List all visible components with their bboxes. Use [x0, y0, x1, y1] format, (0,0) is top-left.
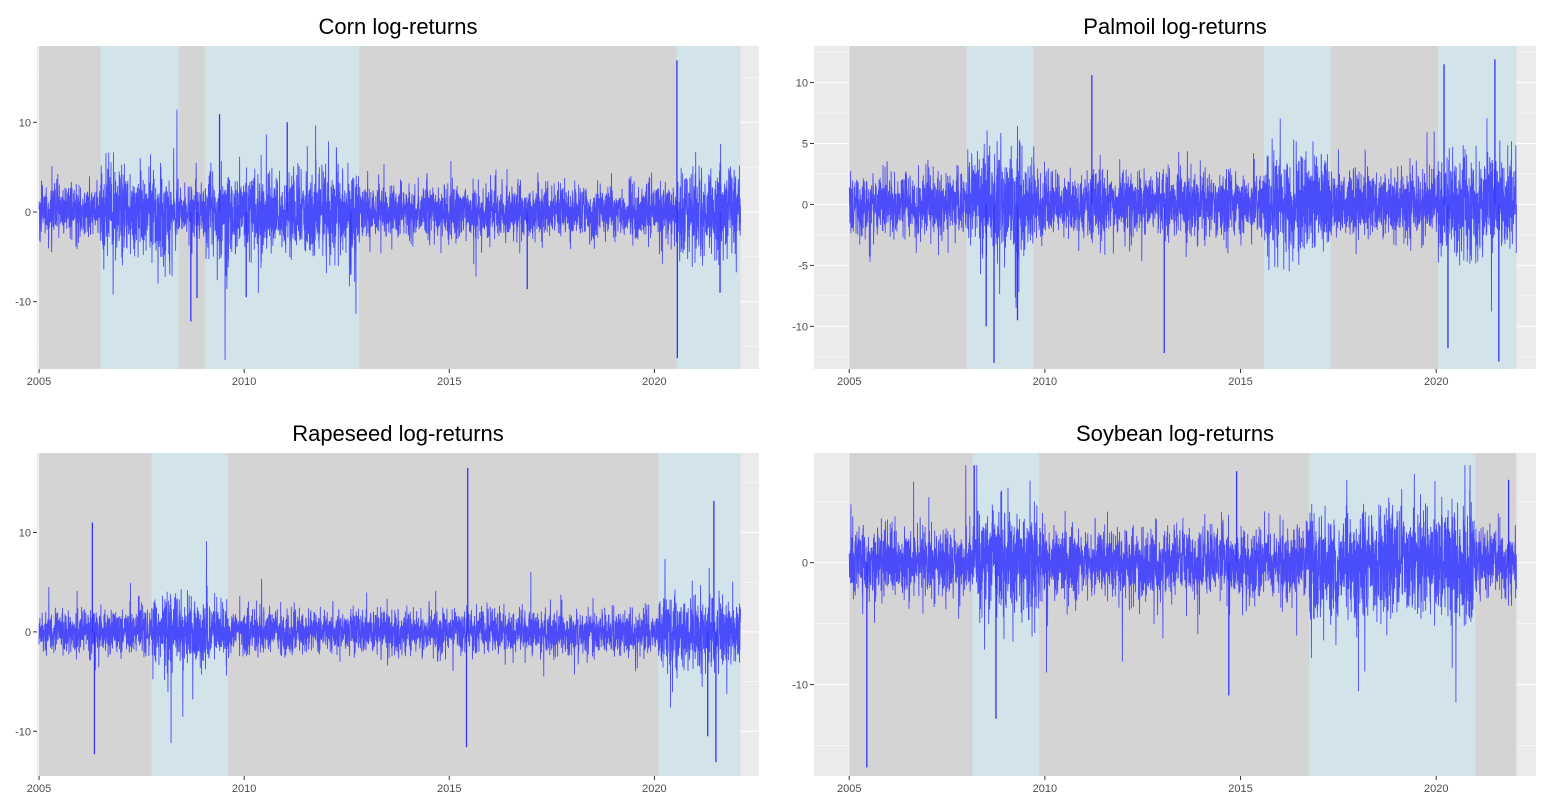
chart-title: Rapeseed log-returns	[292, 421, 504, 446]
axes: 2005 2010 2015 2020 -10 0 10	[15, 528, 667, 795]
regime-shading	[849, 453, 1517, 776]
series-line	[848, 465, 1517, 703]
y-tick-label: -10	[792, 680, 808, 692]
y-tick-label: -5	[798, 260, 808, 272]
y-tick-label: -10	[792, 321, 808, 333]
y-tick-label: -10	[15, 297, 31, 309]
x-tick-label: 2020	[1424, 783, 1448, 795]
soybean-chart: Soybean log-returns 2005 2010 2015 2020 -10 0	[792, 421, 1536, 795]
y-tick-label: 10	[19, 528, 31, 540]
corn-panel: Corn log-returns 2005 2010 2015 2020 -10 0 10	[0, 0, 777, 404]
y-tick-label: 0	[802, 199, 808, 211]
axes: 2005 2010 2015 2020 -10 -5 0 5 10	[792, 78, 1448, 388]
chart-title: Corn log-returns	[319, 14, 478, 39]
palmoil-chart: Palmoil log-returns 2005 2010 2015 2020 -10 -5…	[792, 14, 1536, 388]
rapeseed-chart: Rapeseed log-returns 2005 2010 2015 2020 -10 0…	[15, 421, 759, 795]
y-tick-label: 0	[25, 627, 31, 639]
regime-band-low	[849, 453, 973, 776]
y-tick-label: 10	[19, 117, 31, 129]
chart-title: Soybean log-returns	[1076, 421, 1274, 446]
y-tick-label: 10	[796, 78, 808, 90]
regime-band-high	[1309, 453, 1476, 776]
regime-band-high	[658, 453, 741, 776]
x-tick-label: 2015	[1228, 783, 1252, 795]
x-tick-label: 2010	[232, 783, 256, 795]
y-tick-label: -10	[15, 726, 31, 738]
y-tick-label: 5	[802, 139, 808, 151]
x-tick-label: 2020	[642, 783, 666, 795]
x-tick-label: 2005	[27, 783, 51, 795]
regime-band-low	[1475, 453, 1517, 776]
x-tick-label: 2005	[837, 376, 861, 388]
x-tick-label: 2005	[837, 783, 861, 795]
series-line	[38, 109, 741, 361]
rapeseed-panel: Rapeseed log-returns 2005 2010 2015 2020 -10 0…	[0, 405, 777, 809]
x-tick-label: 2020	[1424, 376, 1448, 388]
x-tick-label: 2010	[1033, 783, 1057, 795]
x-tick-label: 2010	[232, 376, 256, 388]
regime-band-low	[1039, 453, 1310, 776]
series-line	[848, 118, 1517, 312]
x-tick-label: 2005	[27, 376, 51, 388]
x-tick-label: 2020	[642, 376, 666, 388]
x-tick-label: 2015	[1228, 376, 1252, 388]
x-tick-label: 2015	[437, 376, 461, 388]
y-tick-label: 0	[802, 558, 808, 570]
soybean-panel: Soybean log-returns 2005 2010 2015 2020 -10 0	[777, 405, 1554, 809]
palmoil-panel: Palmoil log-returns 2005 2010 2015 2020 -10 -5…	[777, 0, 1554, 404]
x-tick-label: 2015	[437, 783, 461, 795]
axes: 2005 2010 2015 2020 -10 0	[792, 558, 1448, 795]
regime-band-high	[972, 453, 1040, 776]
chart-title: Palmoil log-returns	[1083, 14, 1266, 39]
y-tick-label: 0	[25, 207, 31, 219]
x-tick-label: 2010	[1033, 376, 1057, 388]
axes: 2005 2010 2015 2020 -10 0 10	[15, 117, 667, 388]
series-line	[38, 541, 741, 743]
corn-chart: Corn log-returns 2005 2010 2015 2020 -10 0 10	[15, 14, 759, 388]
